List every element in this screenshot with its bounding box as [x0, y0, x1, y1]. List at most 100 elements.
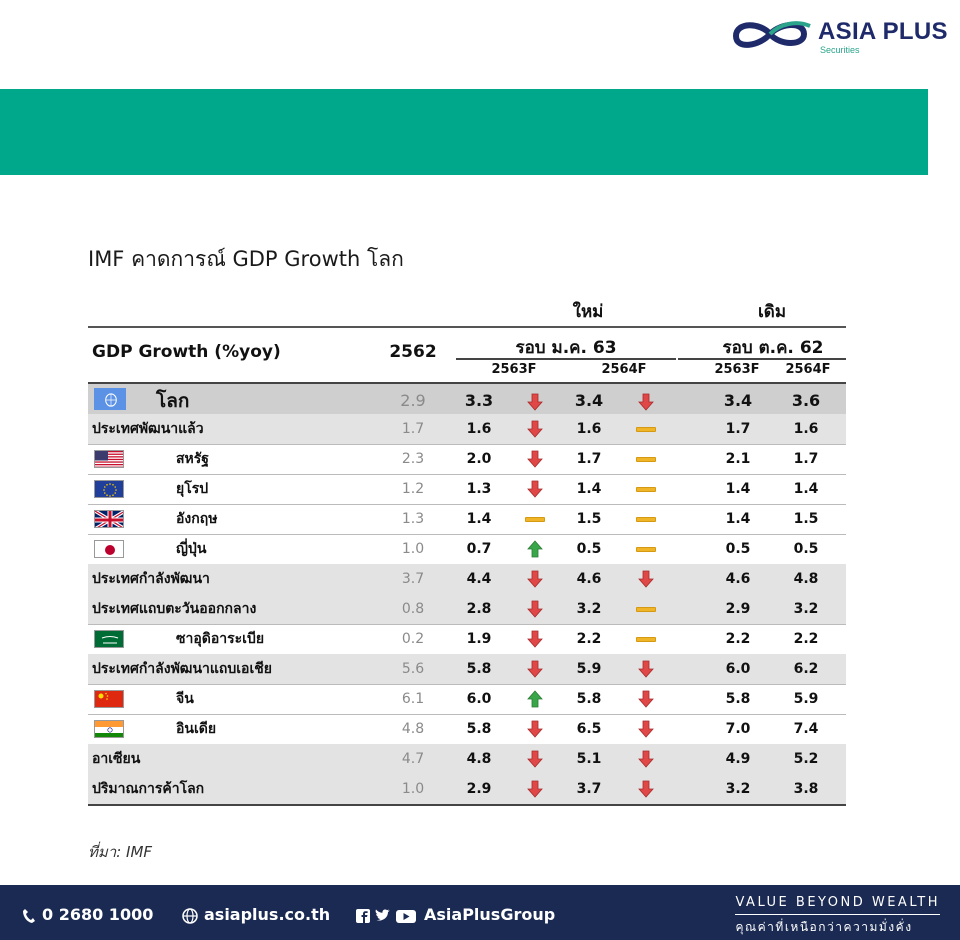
value-new-2564f: 5.8 — [576, 691, 602, 707]
arrow-down-icon — [527, 720, 543, 738]
arrow-down-icon — [527, 780, 543, 798]
change-indicator-2564f — [628, 654, 664, 684]
change-indicator-2563f — [520, 774, 550, 804]
slogan-th: คุณค่าที่เหนือกว่าความมั่งคั่ง — [735, 920, 913, 934]
value-new-2563f: 2.8 — [466, 601, 492, 617]
change-indicator-2564f — [628, 744, 664, 774]
arrow-down-icon — [527, 750, 543, 768]
row-label: ประเทศกำลังพัฒนา — [92, 571, 210, 587]
value-2562: 0.8 — [401, 601, 425, 617]
change-indicator-2564f — [628, 504, 664, 534]
value-old-2563f: 7.0 — [725, 721, 751, 737]
footer-bar: 0 2680 1000 asiaplus.co.th AsiaPlusGroup… — [0, 885, 960, 940]
value-old-2563f: 1.4 — [725, 481, 751, 497]
change-indicator-2563f — [520, 504, 550, 534]
row-divider — [88, 504, 846, 505]
value-2562: 4.8 — [401, 721, 425, 737]
row-divider — [88, 624, 846, 625]
row-divider — [88, 804, 846, 806]
value-new-2564f: 3.2 — [576, 601, 602, 617]
value-new-2564f: 1.4 — [576, 481, 602, 497]
table-row: ซาอุดิอาระเบีย 0.2 1.9 2.2 2.2 2.2 — [88, 624, 846, 654]
no-change-dash-icon — [636, 456, 656, 462]
footer-website[interactable]: asiaplus.co.th — [182, 905, 330, 924]
flag-in-icon — [94, 720, 124, 738]
row-label: ประเทศกำลังพัฒนาแถบเอเชีย — [92, 661, 272, 677]
header-bottom-rule — [88, 382, 846, 384]
change-indicator-2563f — [520, 534, 550, 564]
col-new-1: 2563F — [491, 362, 537, 377]
table-row: ประเทศกำลังพัฒนา 3.7 4.4 4.6 4.6 4.8 — [88, 564, 846, 594]
change-indicator-2564f — [628, 714, 664, 744]
arrow-up-icon — [527, 690, 543, 708]
header-band — [0, 89, 928, 175]
group-old-round: รอบ ต.ค. 62 — [722, 338, 824, 358]
table-row: อังกฤษ 1.3 1.4 1.5 1.4 1.5 — [88, 504, 846, 534]
no-change-dash-icon — [636, 426, 656, 432]
arrow-down-icon — [638, 780, 654, 798]
value-new-2563f: 2.0 — [466, 451, 492, 467]
value-old-2563f: 5.8 — [725, 691, 751, 707]
change-indicator-2563f — [520, 594, 550, 624]
change-indicator-2564f — [628, 384, 664, 418]
value-new-2564f: 1.7 — [576, 451, 602, 467]
flag-cn-icon — [94, 690, 124, 708]
arrow-down-icon — [527, 660, 543, 678]
value-new-2564f: 1.5 — [576, 511, 602, 527]
value-new-2564f: 4.6 — [576, 571, 602, 587]
value-old-2564f: 3.2 — [793, 601, 819, 617]
no-change-dash-icon — [636, 606, 656, 612]
value-new-2563f: 5.8 — [466, 661, 492, 677]
arrow-down-icon — [638, 720, 654, 738]
value-old-2564f: 4.8 — [793, 571, 819, 587]
value-new-2563f: 6.0 — [466, 691, 492, 707]
table-row: สหรัฐ 2.3 2.0 1.7 2.1 1.7 — [88, 444, 846, 474]
value-old-2563f: 3.2 — [725, 781, 751, 797]
row-label: ยุโรป — [176, 481, 209, 497]
value-2562: 1.7 — [401, 421, 425, 437]
value-old-2563f: 2.9 — [725, 601, 751, 617]
brand-name: ASIA PLUS — [818, 18, 948, 45]
footer-social[interactable]: AsiaPlusGroup — [356, 905, 555, 924]
value-old-2563f: 3.4 — [723, 391, 753, 410]
change-indicator-2563f — [520, 414, 550, 444]
arrow-down-icon — [638, 393, 654, 411]
table-row: ประเทศแถบตะวันออกกลาง 0.8 2.8 3.2 2.9 3.2 — [88, 594, 846, 624]
value-old-2563f: 1.7 — [725, 421, 751, 437]
group-old-rule — [678, 358, 846, 360]
footer-phone[interactable]: 0 2680 1000 — [22, 905, 153, 924]
row-label: ญี่ปุ่น — [176, 541, 207, 557]
value-2562: 5.6 — [401, 661, 425, 677]
value-old-2563f: 1.4 — [725, 511, 751, 527]
change-indicator-2563f — [520, 744, 550, 774]
value-new-2564f: 5.9 — [576, 661, 602, 677]
value-new-2563f: 5.8 — [466, 721, 492, 737]
value-2562: 1.3 — [401, 511, 425, 527]
phone-number: 0 2680 1000 — [42, 905, 154, 924]
col-new-2: 2564F — [601, 362, 647, 377]
change-indicator-2564f — [628, 414, 664, 444]
flag-uk-icon — [94, 510, 124, 528]
row-label: จีน — [176, 691, 194, 707]
group-old-title: เดิม — [757, 302, 787, 322]
footer-slogan: VALUE BEYOND WEALTH คุณค่าที่เหนือกว่าคว… — [735, 895, 940, 937]
value-2562: 1.0 — [401, 781, 425, 797]
value-new-2563f: 2.9 — [466, 781, 492, 797]
col-old-1: 2563F — [714, 362, 760, 377]
value-old-2563f: 4.9 — [725, 751, 751, 767]
row-label: ปริมาณการค้าโลก — [92, 781, 205, 797]
metric-label: GDP Growth (%yoy) — [92, 342, 281, 362]
value-2562: 1.2 — [401, 481, 425, 497]
value-old-2564f: 3.8 — [793, 781, 819, 797]
row-label: อาเซียน — [92, 751, 141, 767]
arrow-down-icon — [638, 750, 654, 768]
value-old-2564f: 1.4 — [793, 481, 819, 497]
change-indicator-2563f — [520, 444, 550, 474]
change-indicator-2563f — [520, 384, 550, 418]
value-old-2564f: 5.2 — [793, 751, 819, 767]
value-new-2564f: 3.7 — [576, 781, 602, 797]
no-change-dash-icon — [636, 486, 656, 492]
change-indicator-2563f — [520, 564, 550, 594]
row-label: ประเทศพัฒนาแล้ว — [92, 421, 204, 437]
row-label: อังกฤษ — [176, 511, 218, 527]
